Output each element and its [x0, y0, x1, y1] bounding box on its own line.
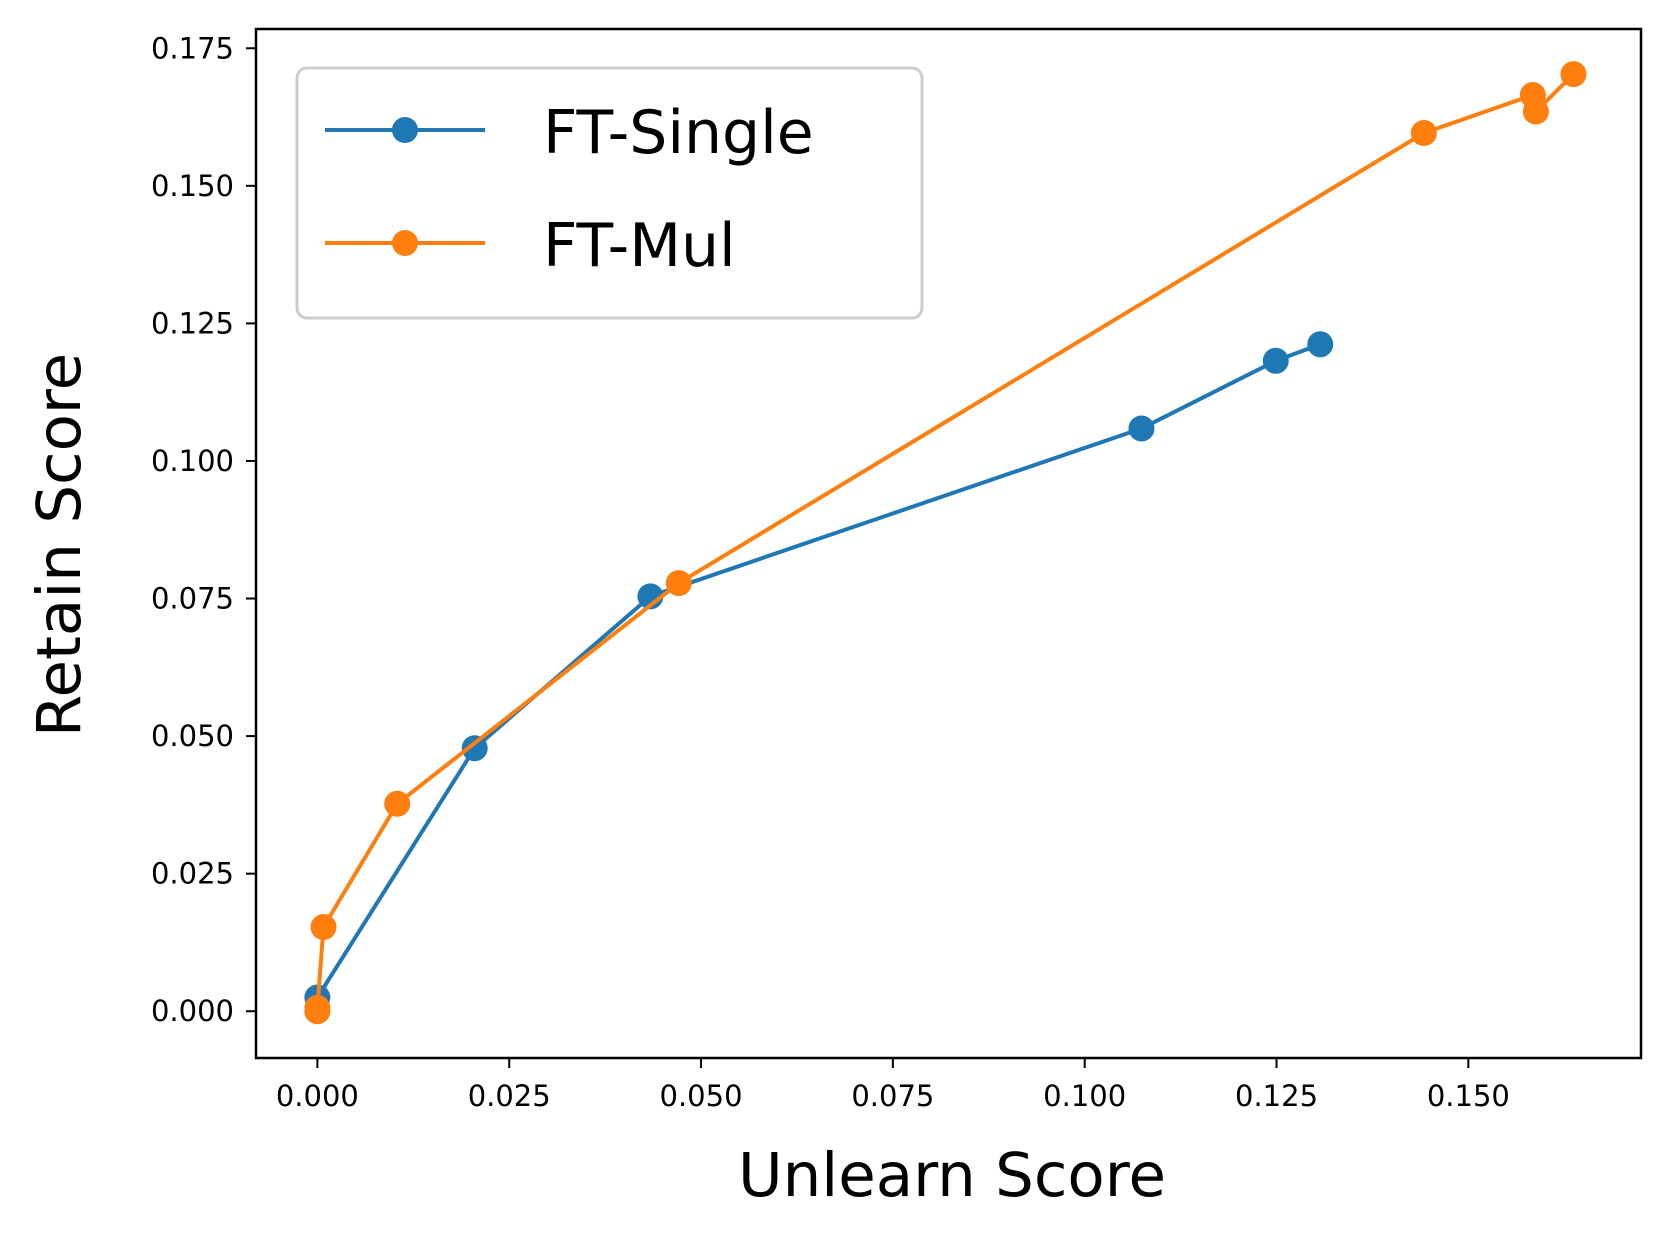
data-point-ft-mul-1	[304, 994, 331, 1021]
data-point-ft-mul-4	[665, 570, 692, 597]
y-tick-label: 0.150	[151, 169, 234, 203]
x-tick-label: 0.125	[1235, 1079, 1318, 1113]
series-layer	[304, 61, 1587, 1025]
axes-layer	[254, 27, 1643, 1060]
y-tick-label: 0.075	[151, 582, 234, 616]
x-tick-label: 0.025	[468, 1079, 551, 1113]
legend: FT-Single FT-Mul	[295, 66, 924, 320]
data-point-ft-single-5	[1307, 331, 1334, 358]
x-tick-label: 0.050	[660, 1079, 743, 1113]
y-axis-title: Retain Score	[24, 353, 95, 737]
x-tick-label: 0.100	[1043, 1079, 1126, 1113]
data-point-ft-mul-3	[384, 790, 411, 817]
data-point-ft-single-2	[637, 583, 664, 610]
x-tick-label: 0.075	[851, 1079, 934, 1113]
y-tick-label: 0.050	[151, 719, 234, 753]
legend-marker-ft-single	[392, 117, 418, 143]
legend-marker-ft-mul	[392, 230, 418, 256]
x-axis-title: Unlearn Score	[738, 1140, 1166, 1211]
y-tick-label: 0.025	[151, 857, 234, 891]
legend-label-ft-mul: FT-Mul	[543, 211, 736, 281]
data-point-ft-mul-2	[310, 914, 337, 941]
data-point-ft-single-3	[1128, 415, 1155, 442]
series-ft-mul	[304, 61, 1587, 1025]
x-tick-label: 0.000	[276, 1079, 359, 1113]
data-point-ft-single-1	[461, 735, 488, 762]
y-tick-label: 0.125	[151, 306, 234, 340]
ticks-layer: 0.000 0.025 0.050 0.075 0.100 0.125 0.150 0.000…	[151, 31, 1510, 1113]
y-tick-label: 0.000	[151, 994, 234, 1028]
data-point-ft-mul-7	[1522, 98, 1549, 125]
data-point-ft-mul-5	[1410, 120, 1437, 147]
y-tick-label: 0.175	[151, 31, 234, 65]
axes-frame	[254, 27, 1643, 1060]
x-tick-label: 0.150	[1427, 1079, 1510, 1113]
y-tick-label: 0.100	[151, 444, 234, 478]
data-point-ft-mul-8	[1560, 61, 1587, 88]
data-point-ft-single-4	[1262, 347, 1289, 374]
legend-label-ft-single: FT-Single	[543, 98, 814, 168]
